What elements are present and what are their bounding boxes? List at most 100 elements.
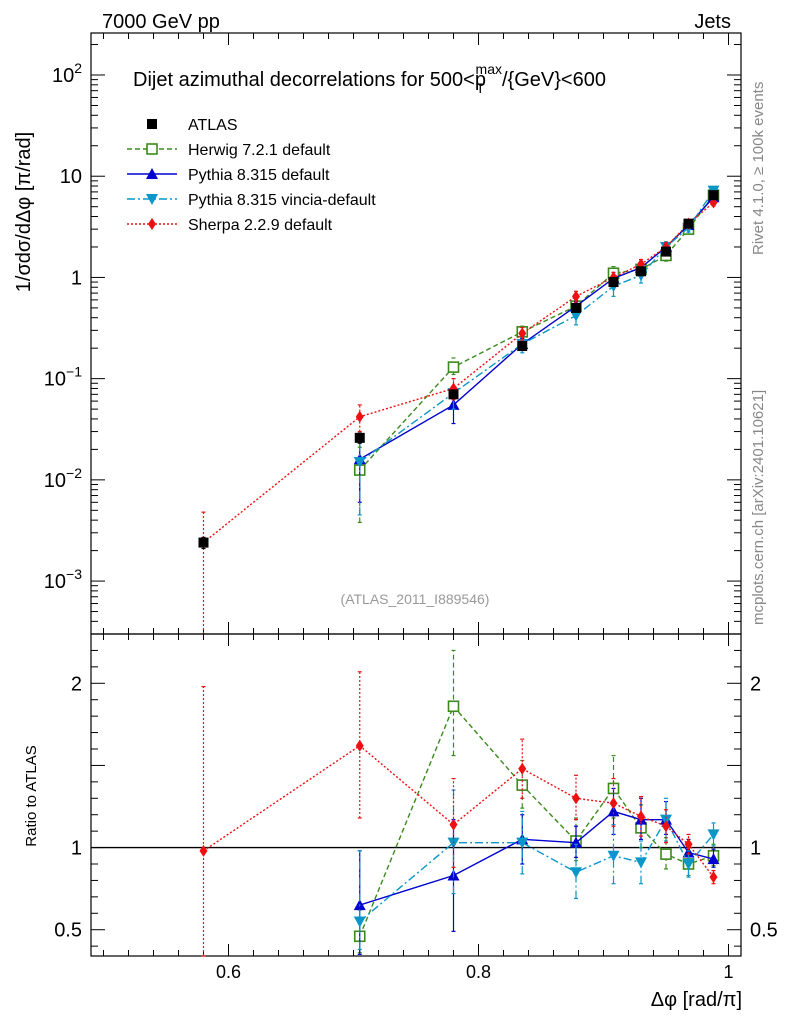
series-atlas (198, 190, 719, 550)
ratio-tick-label-left: 0.5 (54, 920, 82, 942)
ratio-point (635, 857, 647, 869)
data-point (661, 246, 671, 257)
series-herwig-7-2-1-default (353, 189, 720, 523)
ratio-point-error (711, 869, 716, 885)
y-tick-label: 10 (60, 166, 82, 188)
legend-entry: Pythia 8.315 vincia-default (127, 192, 376, 209)
ratio-point-error (201, 685, 206, 957)
analysis-watermark: (ATLAS_2011_I889546) (341, 591, 490, 607)
data-point (517, 341, 528, 352)
data-point-error (451, 378, 456, 401)
data-point-error (357, 437, 362, 516)
legend-label: Pythia 8.315 vincia-default (188, 192, 376, 209)
ratio-point (449, 818, 458, 831)
data-point (571, 302, 581, 313)
data-point (448, 389, 459, 400)
ratio-point-error (686, 850, 691, 878)
ratio-point (607, 850, 620, 862)
ratio-panel: 0.6 0.8 1 0.5 0.5 1 1 2 2 (54, 633, 778, 982)
ratio-line (203, 744, 715, 878)
ratio-point (609, 797, 618, 810)
ratio-point-error (520, 810, 525, 875)
ratio-point (682, 859, 695, 870)
data-point (636, 266, 646, 277)
y-tick-label: 10−1 (44, 364, 82, 391)
legend-marker (146, 168, 158, 179)
series-line (359, 196, 715, 460)
ratio-point (682, 846, 695, 858)
y-axis-title: 1/σdσ/dΔφ [π/rad] (13, 132, 35, 292)
series-sherpa-2-2-9-default (199, 196, 718, 635)
plot-title: Dijet azimuthal decorrelations for 500<p… (133, 61, 606, 96)
ratio-line (359, 704, 714, 937)
y-tick-label: 10−3 (44, 566, 82, 593)
legend-marker (146, 143, 158, 155)
ratio-point (660, 848, 672, 860)
data-point (353, 457, 366, 469)
mcplots-label: mcplots.cern.ch [arXiv:2401.10621] (750, 390, 767, 625)
legend-entry: Herwig 7.2.1 default (127, 142, 331, 159)
ratio-series-sherpa-2-2-9-default (199, 671, 718, 957)
ratio-point (447, 700, 460, 713)
data-point (518, 327, 527, 340)
data-point (198, 537, 209, 548)
series-pythia-8-315-vincia-default (353, 185, 720, 516)
data-point (572, 290, 580, 303)
ratio-point (707, 853, 720, 865)
ratio-point (570, 836, 582, 848)
ratio-point (572, 792, 580, 805)
ratio-tick-label-right: 0.5 (750, 920, 778, 942)
legend: ATLAS Herwig 7.2.1 default Pythia 8.315 de… (127, 117, 376, 234)
ratio-point (637, 810, 645, 823)
ratio-point-error (574, 774, 578, 821)
data-point (355, 410, 364, 423)
legend-label: Pythia 8.315 default (188, 167, 330, 184)
ratio-point (570, 867, 582, 879)
legend-marker (148, 218, 156, 230)
data-point-error (201, 511, 206, 635)
x-tick-label: 0.6 (216, 962, 241, 982)
legend-label: Sherpa 2.2.9 default (188, 217, 333, 234)
legend-label: Herwig 7.2.1 default (188, 142, 331, 159)
series-line (359, 190, 715, 463)
series-pythia-8-315-default (353, 191, 720, 503)
ratio-point (355, 739, 364, 752)
ratio-series-pythia-8-315-default (353, 787, 720, 955)
ratio-frame (90, 633, 742, 957)
data-point (608, 277, 619, 288)
y-tick-label: 1 (71, 267, 82, 289)
ratio-point-error (639, 796, 643, 837)
ratio-point (353, 916, 366, 928)
ratio-point (709, 871, 718, 884)
legend-label: ATLAS (188, 117, 238, 134)
ratio-tick-label-right: 1 (750, 838, 761, 860)
y-tick-label: 102 (52, 60, 82, 87)
header-energy-label: 7000 GeV pp (102, 11, 220, 33)
legend-marker (147, 119, 157, 129)
ratio-point (707, 829, 720, 841)
series-line (203, 201, 714, 544)
ratio-line (359, 818, 715, 923)
legend-entry: Pythia 8.315 default (127, 167, 330, 184)
ratio-point (199, 844, 208, 857)
ratio-y-axis-title: Ratio to ATLAS (23, 745, 40, 846)
data-point (683, 218, 694, 229)
ratio-point (607, 805, 620, 817)
ratio-series-herwig-7-2-1-default (353, 649, 720, 954)
ratio-point-error (611, 777, 616, 827)
ratio-tick-label-left: 1 (71, 838, 82, 860)
rivet-version-label: Rivet 4.1.0, ≥ 100k events (750, 82, 767, 255)
y-tick-label: 10−2 (44, 465, 82, 492)
ratio-tick-label-left: 2 (71, 673, 82, 695)
series-line (359, 194, 715, 471)
data-point (708, 190, 719, 201)
data-point (447, 361, 460, 373)
legend-entry: ATLAS (147, 117, 238, 134)
x-tick-label: 1 (723, 962, 733, 982)
x-tick-label: 0.8 (466, 962, 491, 982)
legend-marker (146, 194, 158, 205)
ratio-point (660, 814, 672, 826)
ratio-series-pythia-8-315-vincia-default (353, 789, 720, 951)
ratio-point (516, 837, 529, 849)
